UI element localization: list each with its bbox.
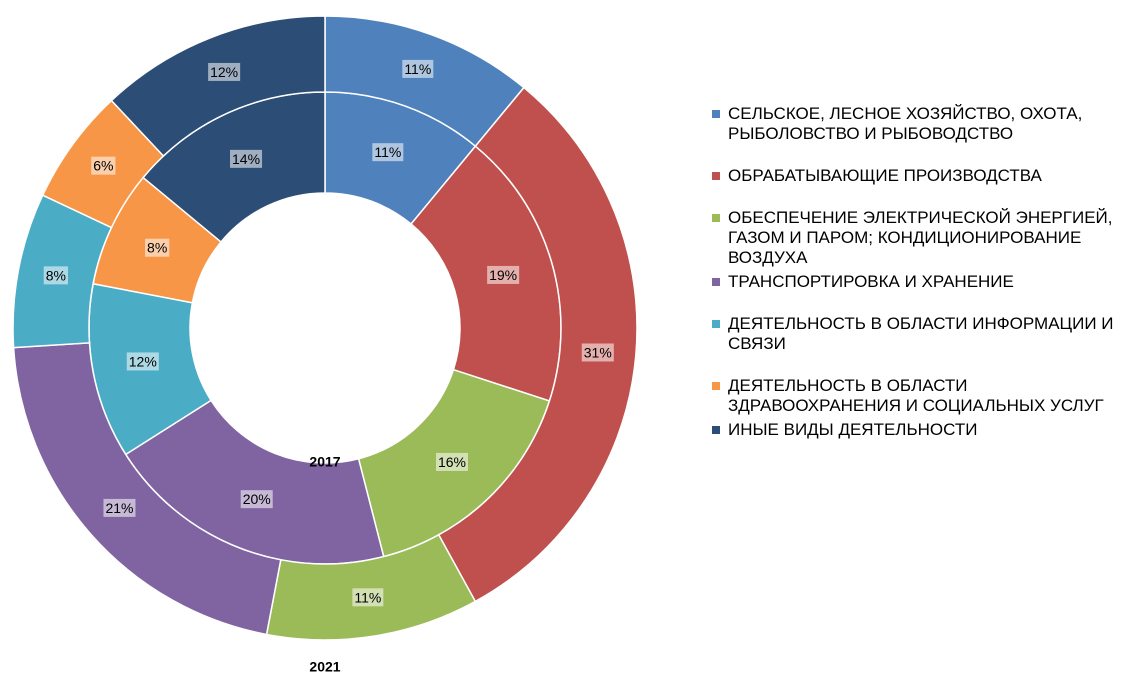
slice [110,15,326,158]
label-bg [372,143,404,162]
label-bg [208,62,241,81]
legend-item: ИНЫЕ ВИДЫ ДЕЯТЕЛЬНОСТИ [712,420,1122,440]
legend-text: ОБРАБАТЫВАЮЩИЕ ПРОИЗВОДСТВА [728,166,1042,185]
legend-item: ДЕЯТЕЛЬНОСТЬ В ОБЛАСТИ ЗДРАВООХРАНЕНИЯ И… [712,376,1122,416]
legend-swatch [712,426,720,434]
data-label: 12% [129,353,157,369]
data-label: 11% [354,589,381,605]
data-label: 12% [210,64,238,80]
label-bg [240,490,273,509]
legend-item: ТРАНСПОРТИРОВКА И ХРАНЕНИЕ [712,272,1122,292]
data-label: 14% [232,151,260,167]
series-label: 2021 [309,659,340,675]
slice [437,86,638,603]
label-bg [402,59,434,78]
label-bg [581,343,614,362]
data-label: 20% [243,491,271,507]
data-label: 11% [404,61,431,77]
legend-swatch [712,172,720,180]
data-label: 8% [147,240,167,256]
legend-swatch [712,214,720,222]
label-bg [43,266,68,285]
legend-text: ОБЕСПЕЧЕНИЕ ЭЛЕКТРИЧЕСКОЙ ЭНЕРГИЕЙ, ГАЗО… [728,208,1113,267]
label-bg [487,265,520,284]
data-label: 6% [93,158,113,174]
label-bg [126,352,159,371]
label-bg [435,452,468,471]
legend-item: ОБЕСПЕЧЕНИЕ ЭЛЕКТРИЧЕСКОЙ ЭНЕРГИЕЙ, ГАЗО… [712,208,1122,268]
legend-swatch [712,278,720,286]
data-label: 19% [489,267,517,283]
legend-swatch [712,320,720,328]
legend-text: ДЕЯТЕЛЬНОСТЬ В ОБЛАСТИ ИНФОРМАЦИИ И СВЯЗ… [728,314,1114,353]
label-bg [352,588,384,607]
label-bg [230,149,263,168]
chart: 11% 19% 16% 20% 12% 8% 14% 11% 31% 11% 21% 8% 6% 12% 2… [12,15,638,675]
legend-text: СЕЛЬСКОЕ, ЛЕСНОЕ ХОЗЯЙСТВО, ОХОТА, РЫБОЛ… [728,104,1083,143]
data-label: 31% [584,344,612,360]
legend-item: ОБРАБАТЫВАЮЩИЕ ПРОИЗВОДСТВА [712,166,1122,186]
legend: СЕЛЬСКОЕ, ЛЕСНОЕ ХОЗЯЙСТВО, ОХОТА, РЫБОЛ… [712,104,1122,440]
label-bg [145,238,170,257]
label-bg [103,498,136,517]
data-label: 21% [105,500,133,516]
legend-swatch [712,110,720,118]
legend-text: ДЕЯТЕЛЬНОСТЬ В ОБЛАСТИ ЗДРАВООХРАНЕНИЯ И… [728,376,1104,415]
series-label: 2017 [309,454,340,470]
legend-item: СЕЛЬСКОЕ, ЛЕСНОЕ ХОЗЯЙСТВО, ОХОТА, РЫБОЛ… [712,104,1122,144]
legend-swatch [712,382,720,390]
legend-text: ТРАНСПОРТИРОВКА И ХРАНЕНИЕ [728,272,1014,291]
legend-item: ДЕЯТЕЛЬНОСТЬ В ОБЛАСТИ ИНФОРМАЦИИ И СВЯЗ… [712,314,1122,354]
data-label: 11% [374,144,401,160]
label-bg [91,156,116,175]
legend-text: ИНЫЕ ВИДЫ ДЕЯТЕЛЬНОСТИ [728,420,978,439]
data-label: 16% [438,454,466,470]
data-label: 8% [46,267,66,283]
